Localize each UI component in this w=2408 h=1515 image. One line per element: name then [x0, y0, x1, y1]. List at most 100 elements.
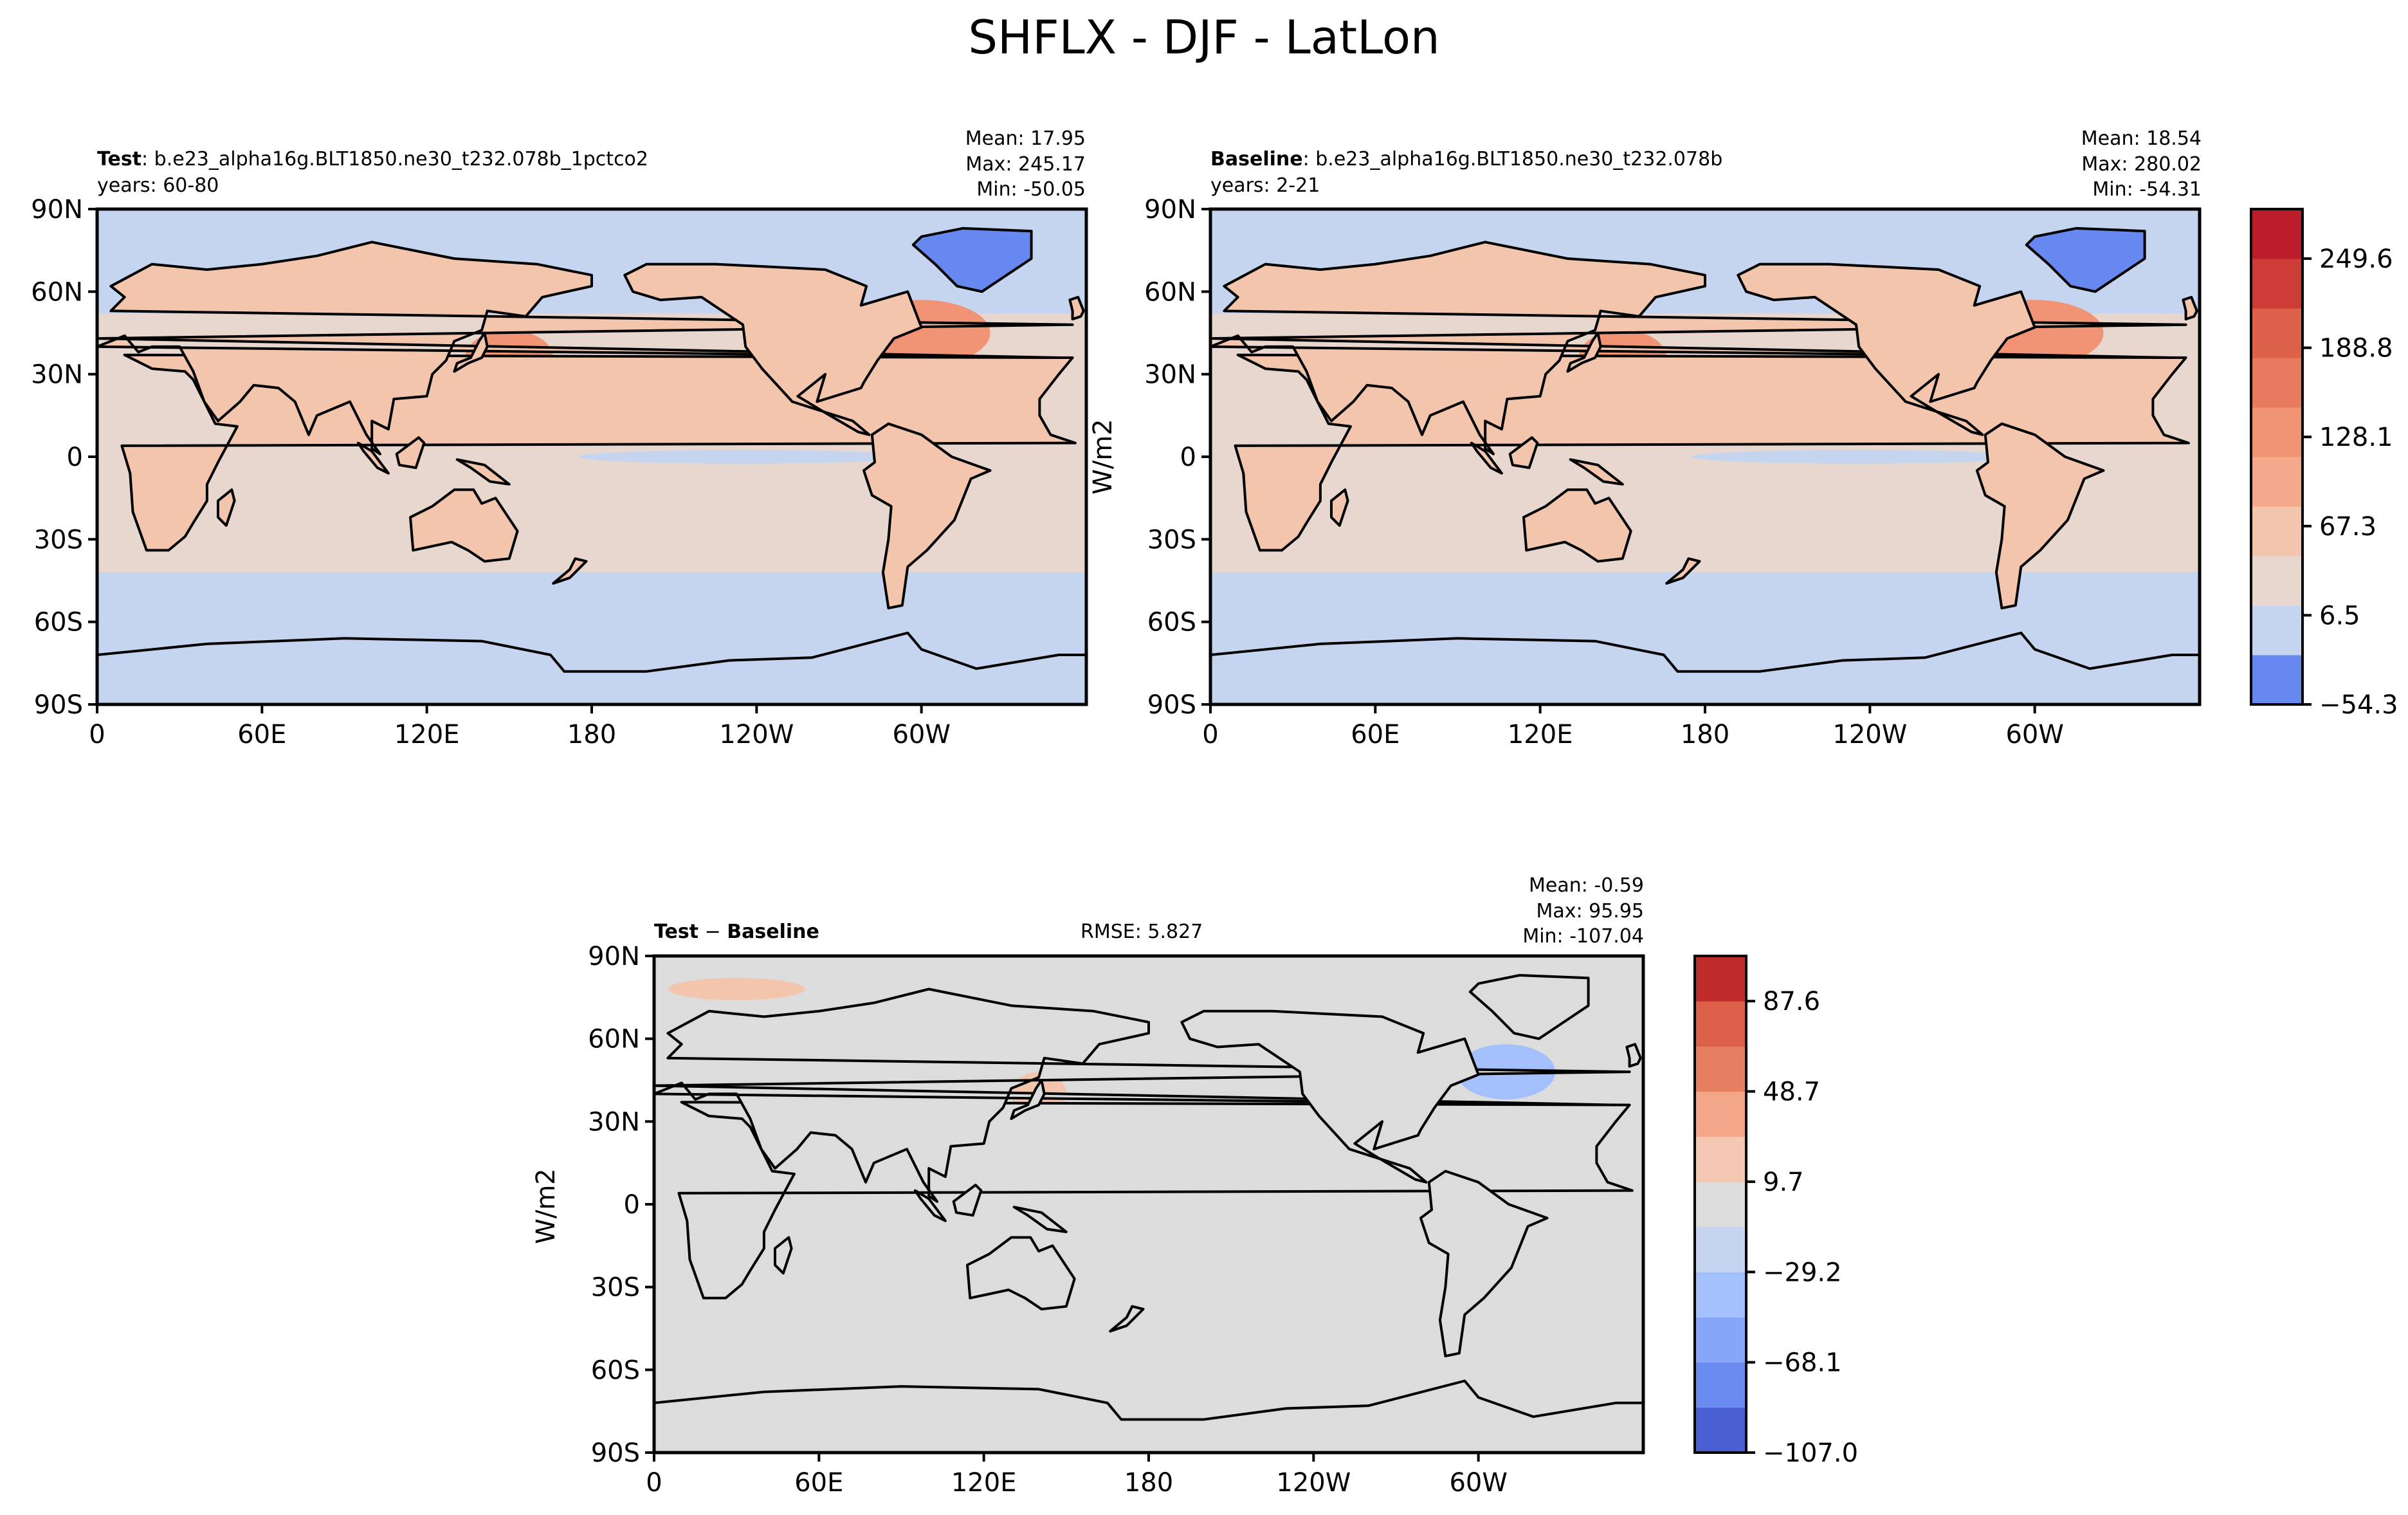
diff-colorbar-swatch	[1695, 1407, 1746, 1453]
diff-map-land-australia	[966, 1236, 1076, 1310]
test-map-land-samerica	[862, 422, 992, 610]
diff-colorbar-swatch	[1695, 1001, 1746, 1047]
diff-map-lon-label: 60W	[1449, 1468, 1507, 1498]
test-map-land-namerica	[623, 262, 923, 436]
test-map-land-borneo	[395, 436, 426, 470]
top-colorbar-tick-label: 249.6	[2319, 244, 2393, 274]
diff-map-land-nz	[1109, 1305, 1145, 1333]
diff-label-bold-1: Test	[654, 921, 699, 943]
test-map-land-eurasia	[97, 241, 1074, 455]
baseline-map-lat-label: 90N	[1144, 195, 1196, 225]
baseline-map-land-antarctica	[1210, 631, 2200, 704]
top-colorbar-swatch	[2251, 506, 2303, 556]
diff-map-land-sumatra	[913, 1189, 947, 1222]
diff-map-land-uk	[1625, 1043, 1642, 1068]
top-colorbar-swatch	[2251, 556, 2303, 606]
diff-map-land-eurasia	[654, 987, 1631, 1203]
diff-colorbar-frame	[1693, 955, 1747, 1454]
diff-map-lon-label: 60E	[794, 1468, 843, 1498]
test-map-lat-label: 90N	[31, 195, 83, 225]
diff-colorbar-swatch	[1695, 1227, 1746, 1272]
test-map-lon-label: 180	[567, 720, 616, 749]
diff-map-lon-label: 120E	[951, 1468, 1017, 1498]
diff-colorbar-tick-label: 9.7	[1763, 1168, 1804, 1197]
top-colorbar-swatch	[2251, 655, 2303, 705]
diff-map-land-antarctica	[654, 1379, 1643, 1453]
diff-map-lat-label: 60S	[591, 1355, 640, 1385]
diff-colorbar-swatch	[1695, 956, 1746, 1002]
diff-stats: Mean: -0.59 Max: 95.95 Min: -107.04	[1522, 873, 1644, 950]
test-map-lat-label: 0	[67, 443, 83, 472]
top-colorbar-swatch	[2251, 358, 2303, 408]
baseline-map-land-uk	[2182, 295, 2198, 321]
baseline-map-lat-label: 90S	[1147, 690, 1196, 720]
test-map-land-antarctica	[97, 631, 1086, 704]
test-map-lon-label: 0	[89, 720, 105, 749]
top-colorbar-swatch	[2251, 209, 2303, 259]
baseline-map-land-australia	[1522, 488, 1632, 563]
diff-colorbar-tick-label: −29.2	[1763, 1258, 1842, 1287]
baseline-stats: Mean: 18.54 Max: 280.02 Min: -54.31	[2081, 126, 2202, 203]
baseline-panel-label: Baseline: b.e23_alpha16g.BLT1850.ne30_t2…	[1210, 150, 1722, 169]
diff-rmse: RMSE: 5.827	[1081, 921, 1203, 943]
diff-colorbar-tick-label: −107.0	[1763, 1438, 1858, 1468]
test-map-lat-label: 60N	[31, 277, 83, 307]
baseline-map-lat-label: 30N	[1144, 360, 1196, 390]
test-map-cold-tongue	[578, 450, 908, 464]
diff-colorbar-tick-label: −68.1	[1763, 1348, 1842, 1378]
diff-colorbar-swatch	[1695, 1181, 1746, 1227]
baseline-mean: Mean: 18.54	[2081, 127, 2202, 150]
baseline-map-lon-label: 180	[1681, 720, 1729, 749]
test-label-bold: Test	[97, 148, 142, 170]
baseline-map-land-japan	[1566, 331, 1602, 373]
baseline-map-cold-tongue	[1691, 450, 2021, 464]
top-colorbar-tick-label: 188.8	[2319, 334, 2393, 363]
diff-colorbar-swatch	[1695, 1046, 1746, 1092]
test-max: Max: 245.17	[965, 152, 1086, 176]
diff-map-lat-label: 30S	[591, 1273, 640, 1303]
test-map-lon-label: 60W	[892, 720, 950, 749]
top-colorbar-swatch	[2251, 308, 2303, 358]
top-colorbar-swatch	[2251, 407, 2303, 457]
top-colorbar-tick-label: 67.3	[2319, 512, 2376, 542]
baseline-min: Min: -54.31	[2092, 178, 2202, 201]
diff-map-lon-label: 120W	[1276, 1468, 1351, 1498]
top-units-label: W/m2	[1088, 419, 1118, 494]
test-map-lon-label: 120W	[719, 720, 794, 749]
test-map-land-australia	[409, 488, 519, 563]
diff-map-pos-patch-arctic	[668, 978, 805, 1000]
diff-map-lat-label: 30N	[588, 1107, 640, 1137]
top-colorbar-tick-label: 6.5	[2319, 601, 2360, 630]
test-map-lat-label: 30S	[34, 525, 83, 555]
diff-map-lon-label: 0	[646, 1468, 662, 1498]
diff-min: Min: -107.04	[1522, 925, 1644, 948]
diff-map-land-namerica	[1180, 1009, 1480, 1184]
baseline-map-lat-label: 30S	[1147, 525, 1196, 555]
test-map-lat-label: 90S	[34, 690, 83, 720]
diff-units-label: W/m2	[531, 1168, 561, 1244]
baseline-map-field	[1210, 209, 2200, 704]
baseline-map-land-eurasia	[1210, 241, 2187, 455]
test-map-land-newguinea	[455, 458, 511, 486]
diff-map-field	[654, 956, 1643, 1453]
diff-map-land-greenland	[1468, 974, 1590, 1040]
baseline-map-lat-label: 0	[1180, 443, 1196, 472]
baseline-map-land-newguinea	[1569, 458, 1624, 486]
test-stats: Mean: 17.95 Max: 245.17 Min: -50.05	[965, 126, 1086, 203]
diff-map-land-newguinea	[1012, 1206, 1068, 1233]
baseline-map-lon-label: 120W	[1832, 720, 1907, 749]
test-map-land-uk	[1068, 295, 1085, 321]
diff-colorbar-tick-label: 48.7	[1763, 1078, 1820, 1107]
baseline-max: Max: 280.02	[2081, 152, 2202, 176]
baseline-map-land-namerica	[1737, 262, 2036, 436]
baseline-map-lon-label: 60W	[2005, 720, 2063, 749]
diff-colorbar-swatch	[1695, 1362, 1746, 1408]
diff-map-land-madagascar	[774, 1236, 793, 1275]
test-map-land-madagascar	[217, 488, 236, 527]
diff-map-land-samerica	[1419, 1170, 1549, 1357]
top-colorbar-tick-label: 128.1	[2319, 423, 2393, 452]
test-mean: Mean: 17.95	[965, 127, 1086, 150]
baseline-label-bold: Baseline	[1210, 148, 1303, 170]
test-map-land-greenland	[911, 226, 1033, 293]
